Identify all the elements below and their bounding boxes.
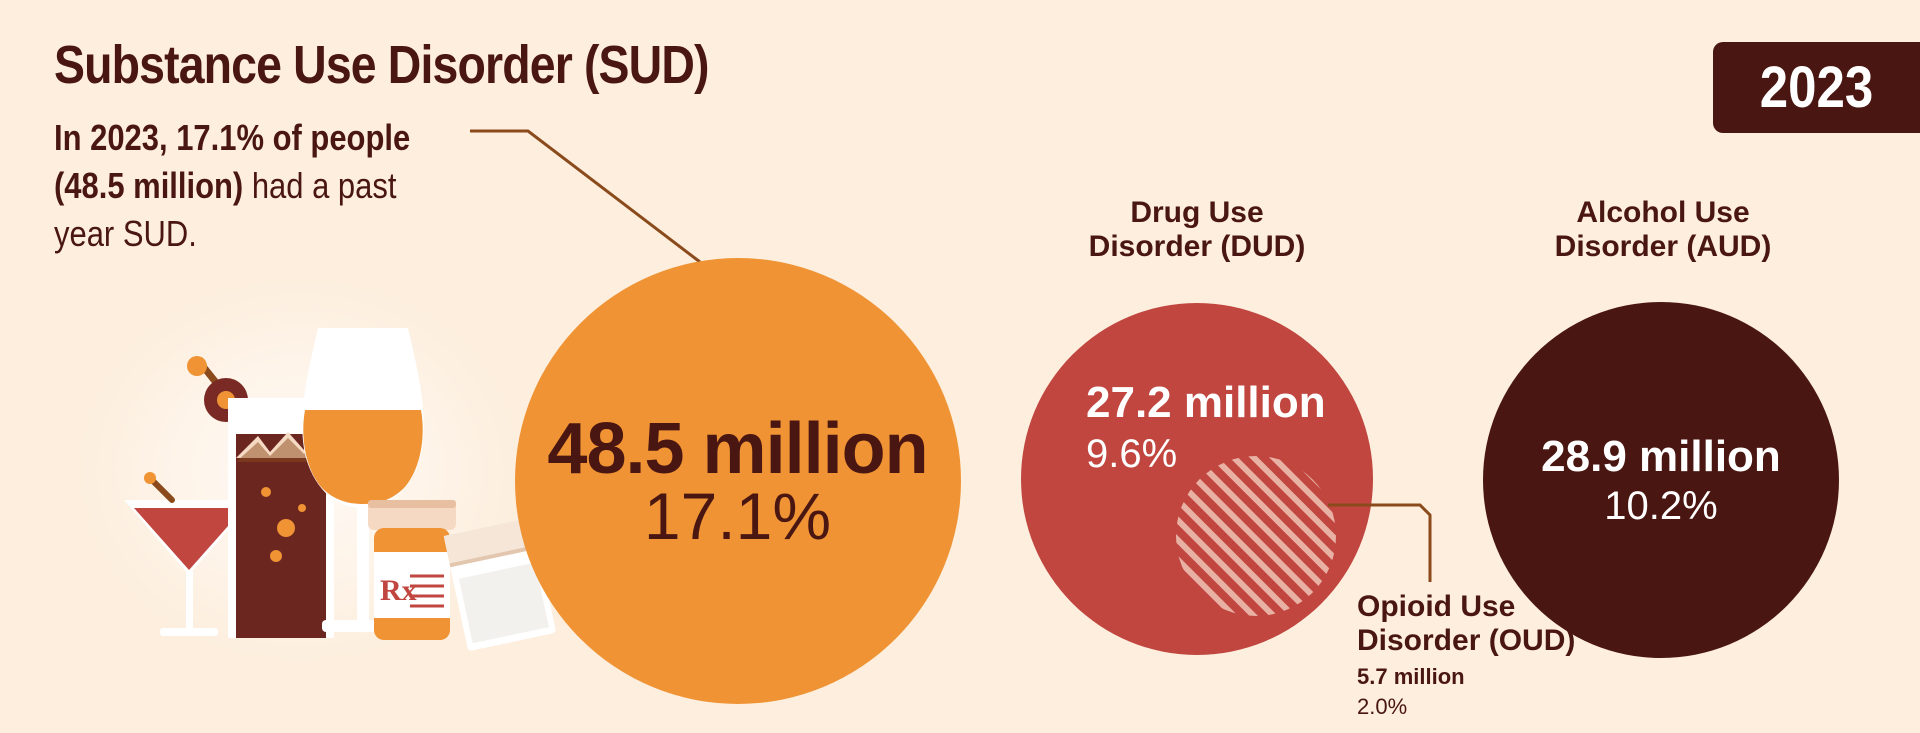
dud-circle [1021, 303, 1373, 655]
intro-bold-line-1: In 2023, 17.1% of people [54, 117, 411, 158]
rx-symbol: Rx [380, 574, 417, 607]
intro-text-line-3: year SUD. [54, 213, 197, 254]
oud-label-line-2: Disorder (OUD) [1357, 624, 1576, 657]
martini-glass-icon [124, 472, 254, 636]
sud-circle [515, 258, 961, 704]
dud-label-line-2: Disorder (DUD) [1088, 230, 1306, 263]
dud-label-line-1: Drug Use [1130, 196, 1264, 229]
pill-bottle-icon: Rx [368, 500, 456, 640]
oud-circle [1176, 456, 1336, 616]
intro-text: In 2023, 17.1% of people (48.5 million) … [54, 114, 432, 258]
sud-percent: 17.1% [643, 479, 832, 553]
dud-label: Drug Use Disorder (DUD) [1077, 196, 1317, 264]
oud-percent: 2.0% [1357, 694, 1408, 719]
sud-leader-line [470, 129, 701, 264]
aud-label: Alcohol Use Disorder (AUD) [1543, 196, 1783, 264]
oud-value: 5.7 million [1357, 664, 1465, 689]
year-badge: 2023 [1713, 42, 1920, 133]
dud-value: 27.2 million [1086, 378, 1326, 427]
year-text: 2023 [1759, 55, 1874, 120]
aud-label-line-2: Disorder (AUD) [1554, 230, 1772, 263]
oud-label-line-1: Opioid Use [1357, 590, 1516, 623]
dud-percent: 9.6% [1086, 432, 1178, 476]
aud-label-line-1: Alcohol Use [1576, 196, 1750, 229]
sud-value: 48.5 million [547, 409, 928, 489]
oud-label: Opioid Use Disorder (OUD) [1357, 590, 1575, 658]
aud-value: 28.9 million [1541, 432, 1781, 481]
wine-glass-icon [302, 328, 424, 632]
oud-leader-line [1328, 503, 1432, 582]
intro-bold-amount: (48.5 million) [54, 165, 244, 206]
page-title: Substance Use Disorder (SUD) [54, 35, 709, 95]
intro-text-line-2: had a past [243, 165, 397, 206]
aud-percent: 10.2% [1604, 484, 1718, 528]
aud-circle [1483, 302, 1839, 658]
